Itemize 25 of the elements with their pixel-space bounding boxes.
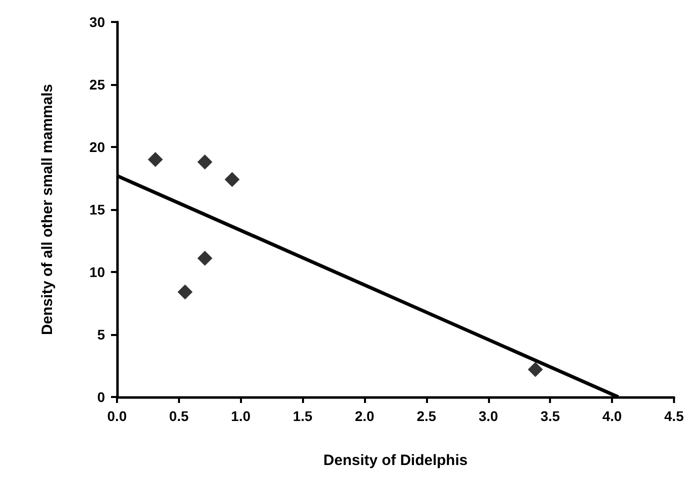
y-tick-label: 30: [89, 14, 106, 30]
x-tick-label: 0.5: [169, 408, 189, 424]
x-axis-title: Density of Didelphis: [323, 452, 468, 469]
y-tick-label: 15: [89, 202, 106, 218]
point: [178, 284, 193, 300]
x-tick-label: 4.5: [664, 408, 684, 424]
point: [197, 250, 212, 266]
point: [528, 362, 543, 377]
x-tick-label: 1.0: [231, 408, 251, 424]
x-tick-label: 2.0: [354, 408, 374, 424]
x-tick-label: 1.5: [292, 408, 313, 424]
x-tick-label: 4.0: [602, 408, 622, 424]
point: [148, 152, 163, 167]
y-tick-label: 20: [89, 139, 106, 155]
point: [224, 172, 240, 187]
x-tick-label: 0.0: [107, 408, 127, 424]
y-tick-label: 10: [89, 264, 106, 280]
y-axis-title: Density of all other small mammals: [39, 84, 56, 335]
point: [197, 154, 212, 170]
x-tick-label: 2.5: [416, 408, 436, 424]
y-tick-label: 0: [97, 389, 106, 405]
y-tick-label: 5: [97, 326, 106, 342]
x-tick-label: 3.5: [540, 408, 560, 424]
y-tick-label: 25: [89, 76, 106, 92]
x-tick-label: 3.0: [478, 408, 498, 424]
